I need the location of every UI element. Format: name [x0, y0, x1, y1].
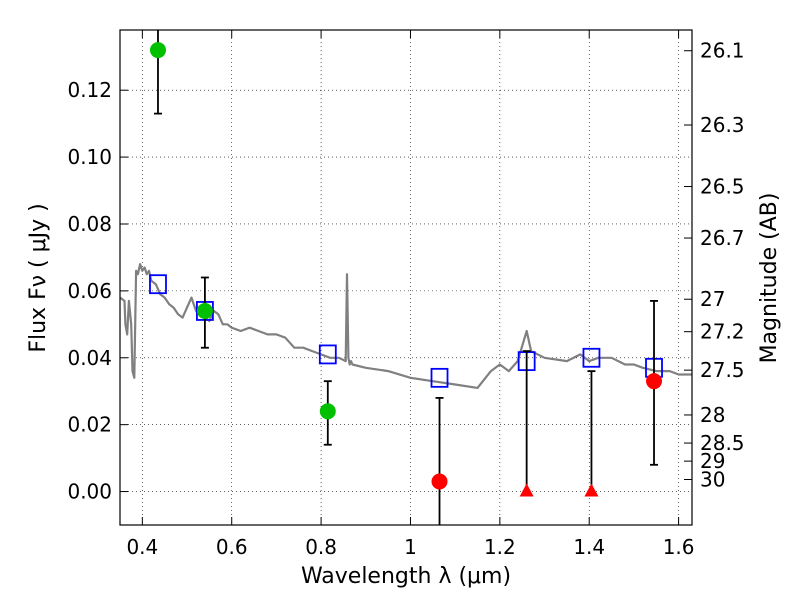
x-tick-label: 0.6: [216, 535, 248, 559]
y-tick-label: 0.02: [67, 413, 112, 437]
y-tick-label: 0.12: [67, 78, 112, 102]
y-tick-label: 0.00: [67, 480, 112, 504]
mag-tick-label: 28: [700, 403, 725, 427]
upper-limit-triangle: [584, 483, 599, 497]
sed-model-line: [120, 263, 692, 389]
plot-frame: [119, 29, 693, 526]
model-photometry-square: [149, 274, 167, 295]
x-axis-label: Wavelength λ (μm): [301, 564, 511, 589]
mag-tick-label: 27: [700, 287, 725, 311]
axis-ticks: 0.4 0.6 0.8 1 1.2 1.4 1.6 0.00 0.02 0.04 0.06 0.08 0…: [67, 30, 745, 559]
y-axis-label-left: Flux Fν ( μJy ): [26, 203, 51, 352]
plot-area: [120, 30, 692, 525]
x-tick-label: 1: [404, 535, 417, 559]
detection-point: [319, 403, 336, 420]
y-tick-label: 0.04: [67, 346, 112, 370]
y-tick-label: 0.06: [67, 279, 112, 303]
mag-tick-label: 27.2: [700, 320, 745, 344]
y-tick-label: 0.08: [67, 212, 112, 236]
mag-tick-label: 26.3: [700, 113, 745, 137]
low-snr-point: [646, 373, 663, 390]
y-axis-label-right: Magnitude (AB): [757, 193, 782, 364]
x-tick-label: 1.4: [573, 535, 605, 559]
mag-tick-label: 26.7: [700, 226, 745, 250]
upper-limit-triangle: [519, 483, 534, 497]
model-photometry-square: [318, 344, 337, 365]
detection-point: [149, 42, 166, 59]
low-snr-point: [431, 473, 448, 490]
mag-tick-label: 26.1: [700, 39, 745, 63]
x-tick-label: 1.6: [663, 535, 695, 559]
x-tick-label: 0.4: [126, 535, 158, 559]
mag-tick-label: 27.5: [700, 358, 745, 382]
x-tick-label: 0.8: [305, 535, 337, 559]
mag-tick-label: 28.5: [700, 431, 745, 455]
model-photometry-square: [582, 347, 601, 368]
x-tick-label: 1.2: [484, 535, 516, 559]
mag-tick-label: 30: [700, 468, 725, 492]
mag-tick-label: 29: [700, 449, 725, 473]
mag-tick-label: 26.5: [700, 175, 745, 199]
model-photometry-square: [430, 367, 449, 388]
y-tick-label: 0.10: [67, 145, 112, 169]
detection-point: [196, 302, 213, 319]
